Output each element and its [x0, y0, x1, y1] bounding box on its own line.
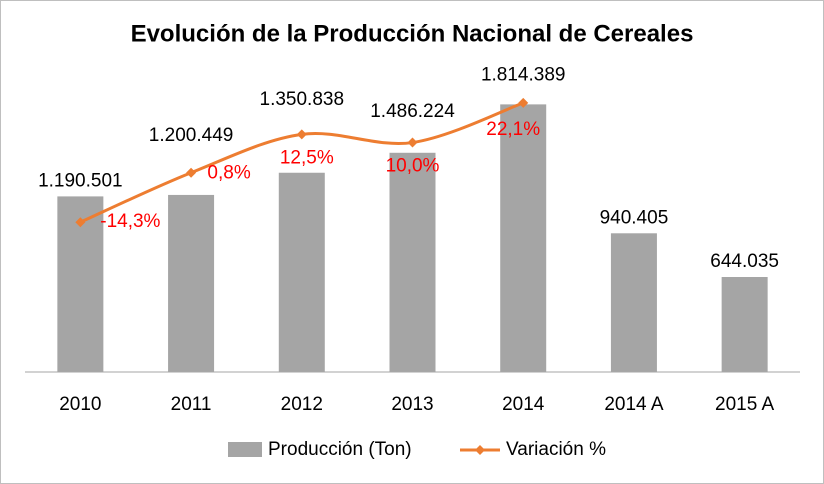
bar: [278, 172, 325, 372]
data-label: 22,1%: [486, 119, 540, 140]
marker: [407, 137, 418, 148]
marker: [186, 167, 197, 178]
data-label: 644.035: [710, 251, 779, 272]
data-label: 1.200.449: [149, 125, 234, 146]
legend-swatch: [475, 445, 485, 455]
legend-swatch: [228, 442, 262, 457]
chart-title: Evolución de la Producción Nacional de C…: [131, 20, 694, 47]
x-tick-label: 2014 A: [604, 394, 663, 415]
marker: [75, 217, 86, 228]
bar: [168, 194, 215, 372]
legend-label: Producción (Ton): [268, 439, 412, 460]
data-label: 1.190.501: [38, 170, 123, 191]
x-tick-label: 2012: [281, 394, 323, 415]
bar: [500, 104, 547, 372]
data-label: 10,0%: [386, 156, 440, 177]
x-tick-label: 2011: [171, 394, 212, 415]
x-tick-label: 2014: [502, 394, 545, 415]
data-label: 1.486.224: [370, 101, 455, 122]
bar: [721, 277, 768, 372]
x-tick-label: 2013: [391, 394, 433, 415]
bar: [389, 152, 436, 372]
data-label: -14,3%: [100, 211, 160, 232]
data-label: 12,5%: [280, 147, 334, 168]
data-label: 940.405: [600, 207, 669, 228]
data-label: 1.814.389: [481, 64, 566, 85]
bar: [610, 233, 657, 372]
data-label: 1.350.838: [260, 89, 345, 110]
marker: [518, 97, 529, 108]
x-tick-label: 2015 A: [715, 394, 774, 415]
x-tick-label: 2010: [59, 394, 101, 415]
legend-label: Variación %: [506, 439, 606, 460]
marker: [296, 129, 307, 140]
data-label: 0,8%: [207, 163, 250, 184]
